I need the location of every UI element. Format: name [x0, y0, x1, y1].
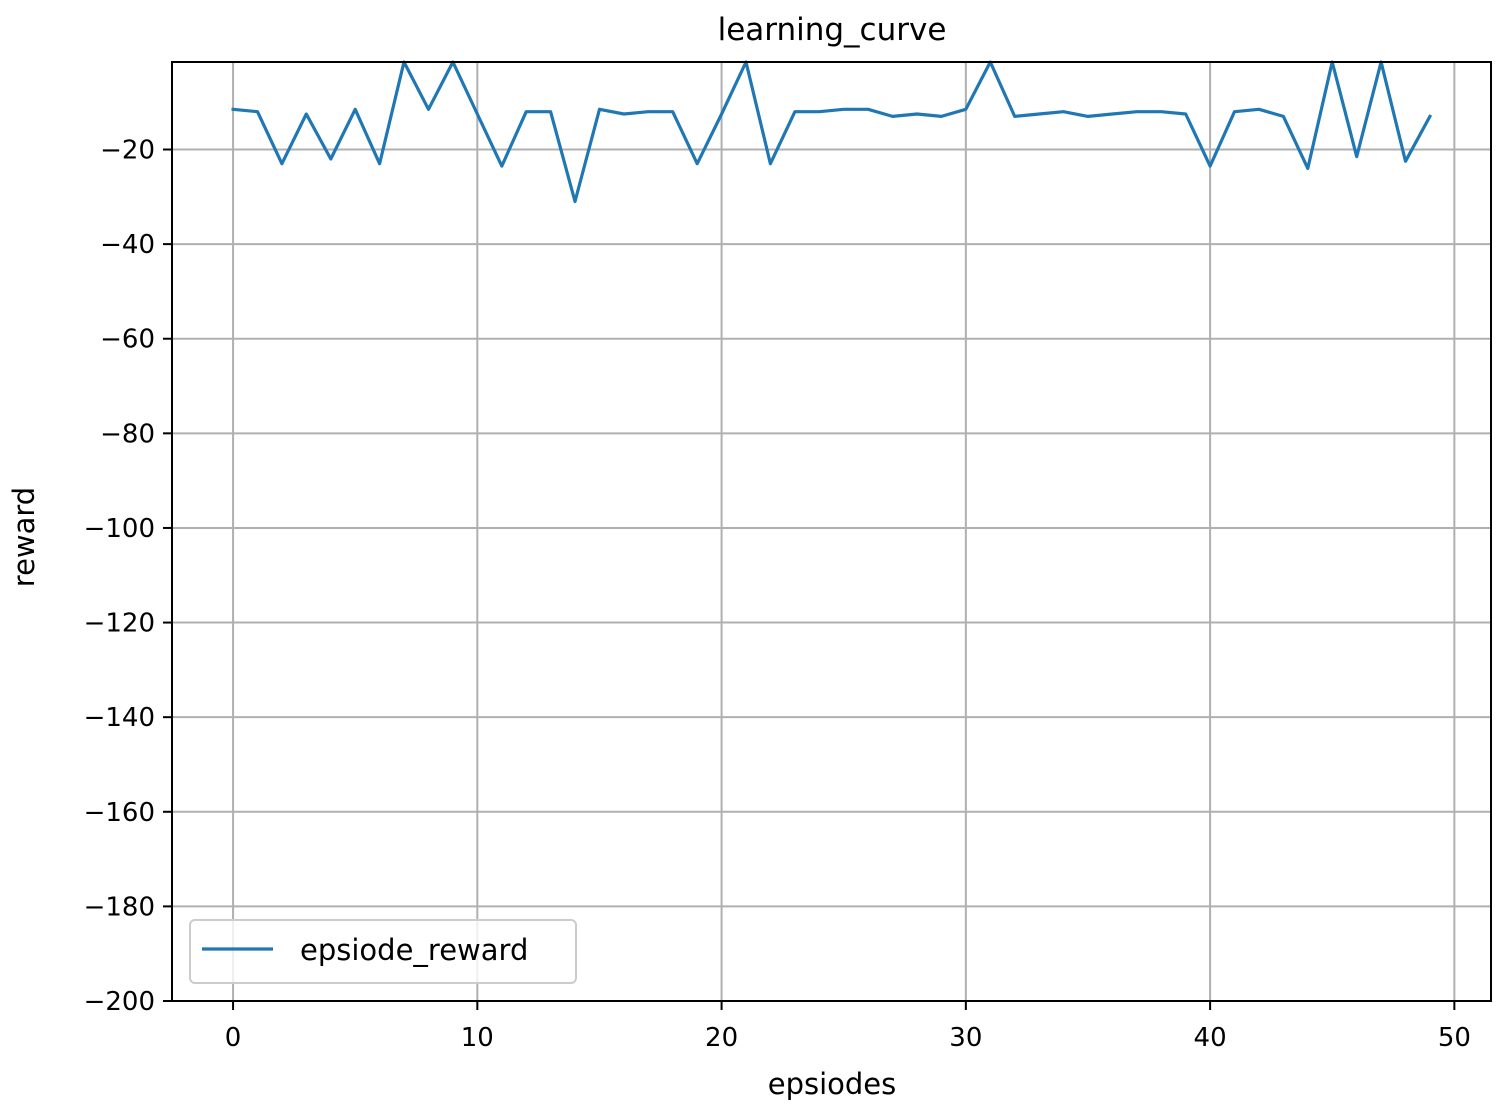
y-tick-label: −180 — [84, 892, 155, 922]
y-tick-label: −60 — [100, 325, 155, 355]
y-tick-label: −80 — [100, 419, 155, 449]
y-axis-label: reward — [7, 487, 41, 587]
legend: epsiode_reward — [189, 919, 577, 984]
x-tick-label: 30 — [949, 1023, 982, 1053]
y-tick-label: −100 — [84, 514, 155, 544]
y-tick-label: −120 — [84, 609, 155, 639]
chart-title: learning_curve — [718, 12, 947, 48]
x-tick-label: 20 — [705, 1023, 738, 1053]
y-tick-label: −160 — [84, 798, 155, 828]
x-tick-label: 10 — [461, 1023, 494, 1053]
y-tick-label: −200 — [84, 987, 155, 1017]
x-tick-label: 0 — [225, 1023, 242, 1053]
legend-box — [189, 919, 577, 984]
series-line-epsiode-reward — [231, 60, 1433, 204]
ticks: 0 10 20 30 40 50 −20 −40 −60 −80 −100 −120 −140 −160 −… — [84, 136, 1471, 1053]
y-tick-label: −140 — [84, 703, 155, 733]
plot-area-frame — [171, 61, 1492, 1002]
grid — [172, 62, 1491, 1002]
y-tick-label: −40 — [100, 230, 155, 260]
series-layer — [231, 60, 1433, 204]
x-axis-label: epsiodes — [768, 1067, 897, 1101]
legend-label-epsiode-reward: epsiode_reward — [300, 933, 528, 967]
x-tick-label: 50 — [1438, 1023, 1471, 1053]
y-tick-label: −20 — [100, 136, 155, 166]
x-tick-label: 40 — [1194, 1023, 1227, 1053]
